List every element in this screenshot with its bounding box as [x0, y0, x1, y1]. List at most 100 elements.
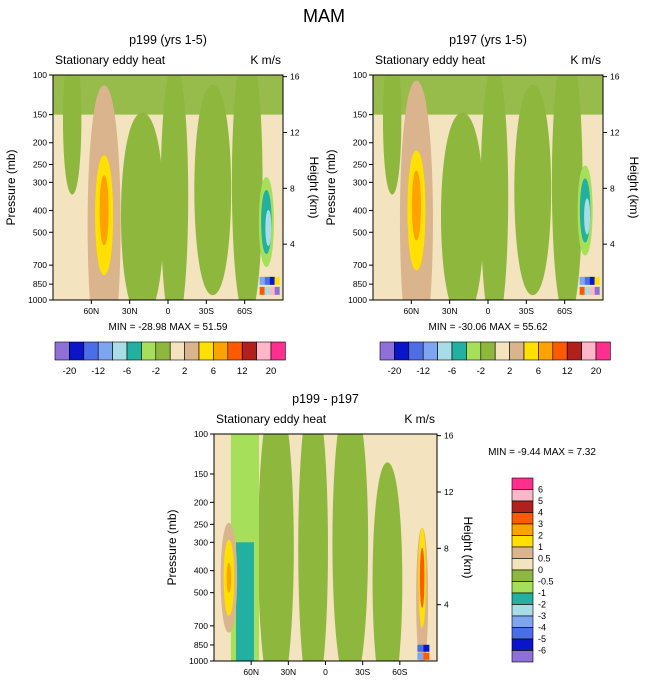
surface-cell: [274, 286, 280, 295]
colorbar-cell: [437, 341, 453, 361]
colorbar-label: -5: [538, 634, 546, 644]
height-tick-label: 8: [610, 183, 615, 193]
pressure-tick-label: 1000: [348, 295, 367, 305]
colorbar-cell: [511, 546, 534, 559]
right-label: K m/s: [250, 53, 281, 67]
lat-tick-label: 60S: [237, 306, 252, 316]
colorbar-label: 2: [538, 531, 543, 541]
min-max-label: MIN = -30.06 MAX = 55.62: [429, 322, 548, 333]
colorbar-label: 1: [538, 542, 543, 552]
surface-cell: [589, 276, 595, 285]
pressure-tick-label: 1000: [28, 295, 47, 305]
colorbar-cell: [155, 341, 171, 361]
contour-band: [298, 434, 328, 661]
lat-tick-label: 0: [323, 667, 328, 677]
lat-tick-label: 30N: [122, 306, 138, 316]
colorbar-label: 12: [237, 366, 248, 377]
surface-cell: [594, 286, 600, 295]
colorbar-cell: [270, 341, 286, 361]
surface-cell: [579, 276, 585, 285]
pressure-tick-label: 300: [33, 177, 47, 187]
colorbar-cell: [126, 341, 142, 361]
contour-band: [121, 112, 164, 300]
colorbar-label: 5: [538, 496, 543, 506]
height-tick-label: 8: [290, 183, 295, 193]
pressure-tick-label: 850: [353, 279, 367, 289]
panel-p197: p197 (yrs 1-5) Stationary eddy heat K m/s 1…: [324, 33, 641, 333]
pos-lobe-peak: [226, 562, 232, 593]
colorbar-cell: [538, 341, 554, 361]
surface-cell: [269, 286, 275, 295]
colorbar-label: -0.5: [538, 577, 554, 587]
pressure-tick-label: 700: [194, 621, 208, 631]
y2-axis-title: Height (km): [307, 156, 321, 218]
colorbar-cell: [379, 341, 395, 361]
surface-cell: [259, 276, 265, 285]
surface-cell: [274, 276, 280, 285]
colorbar-cell: [466, 341, 482, 361]
lat-tick-label: 60S: [392, 667, 407, 677]
surface-cell: [264, 276, 270, 285]
colorbar-cell: [511, 569, 534, 582]
contour-field: [373, 75, 603, 300]
colorbar-label: 6: [536, 366, 541, 377]
surface-cell: [584, 276, 590, 285]
colorbar-cell: [112, 341, 128, 361]
colorbar-cell: [511, 489, 534, 502]
neg-band-core: [235, 542, 254, 661]
lobe-core: [99, 175, 109, 246]
colorbar-cell: [511, 604, 534, 617]
colorbar-cell: [552, 341, 568, 361]
colorbar-cell: [511, 638, 534, 651]
contour-band: [514, 84, 552, 296]
colorbar-cell: [394, 341, 410, 361]
colorbar-label: -1: [538, 588, 546, 598]
height-tick-label: 12: [444, 487, 454, 497]
left-label: Stationary eddy heat: [216, 412, 327, 426]
pressure-tick-label: 200: [194, 497, 208, 507]
right-label: K m/s: [570, 53, 601, 67]
pressure-tick-label: 100: [353, 70, 367, 80]
colorbar-cell: [480, 341, 496, 361]
colorbar-label: -20: [63, 366, 77, 377]
colorbar-label: 2: [182, 366, 187, 377]
colorbar-cell: [69, 341, 85, 361]
surface-cell: [584, 286, 590, 295]
colorbar-cell: [83, 341, 99, 361]
colorbar-cell: [509, 341, 525, 361]
neg-core: [584, 198, 591, 235]
lat-tick-label: 0: [486, 306, 491, 316]
colorbar-cell: [97, 341, 113, 361]
lat-tick-label: 60N: [404, 306, 420, 316]
pressure-tick-label: 400: [33, 205, 47, 215]
contour-band: [231, 75, 263, 300]
colorbar-label: -2: [477, 366, 485, 377]
surface-cell: [589, 286, 595, 295]
contour-band: [382, 75, 402, 195]
figure-title: MAM: [303, 6, 345, 26]
lat-tick-label: 60N: [243, 667, 259, 677]
surface-cell: [423, 652, 430, 660]
colorbar-cell: [511, 581, 534, 594]
colorbar-cell: [408, 341, 424, 361]
height-tick-label: 16: [444, 431, 454, 441]
colorbar-label: 12: [562, 366, 573, 377]
pressure-tick-label: 250: [353, 160, 367, 170]
lat-tick-label: 30N: [442, 306, 458, 316]
pressure-tick-label: 300: [353, 177, 367, 187]
height-tick-label: 4: [610, 239, 615, 249]
left-label: Stationary eddy heat: [55, 53, 166, 67]
lat-tick-label: 60S: [557, 306, 572, 316]
contour-band: [258, 434, 294, 661]
y-axis-title: Pressure (mb): [324, 149, 338, 225]
colorbar-cell: [451, 341, 467, 361]
pressure-tick-label: 500: [194, 588, 208, 598]
colorbar-label: 3: [538, 519, 543, 529]
contour-field: [214, 434, 437, 661]
pressure-tick-label: 250: [194, 519, 208, 529]
colorbar-cell: [511, 558, 534, 571]
colorbar-cell: [511, 512, 534, 525]
lat-tick-label: 30S: [519, 306, 534, 316]
contour-band: [194, 84, 232, 296]
